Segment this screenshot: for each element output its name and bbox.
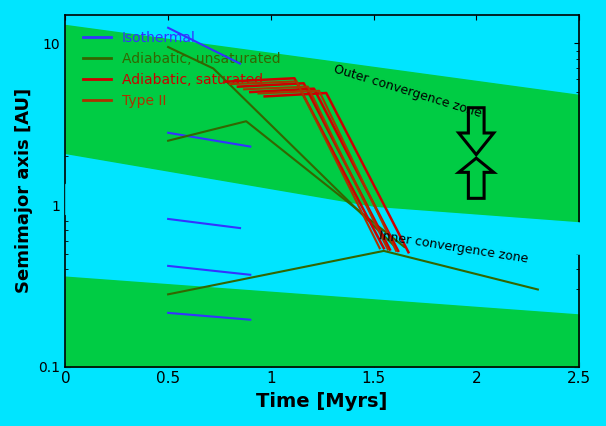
Text: Inner convergence zone: Inner convergence zone — [378, 229, 528, 266]
Text: Outer convergence zone: Outer convergence zone — [333, 63, 484, 120]
Legend: Isothermal, Adiabatic, unsaturated, Adiabatic, saturated, Type II: Isothermal, Adiabatic, unsaturated, Adia… — [78, 26, 286, 113]
Y-axis label: Semimajor axis [AU]: Semimajor axis [AU] — [15, 88, 33, 294]
X-axis label: Time [Myrs]: Time [Myrs] — [256, 392, 388, 411]
